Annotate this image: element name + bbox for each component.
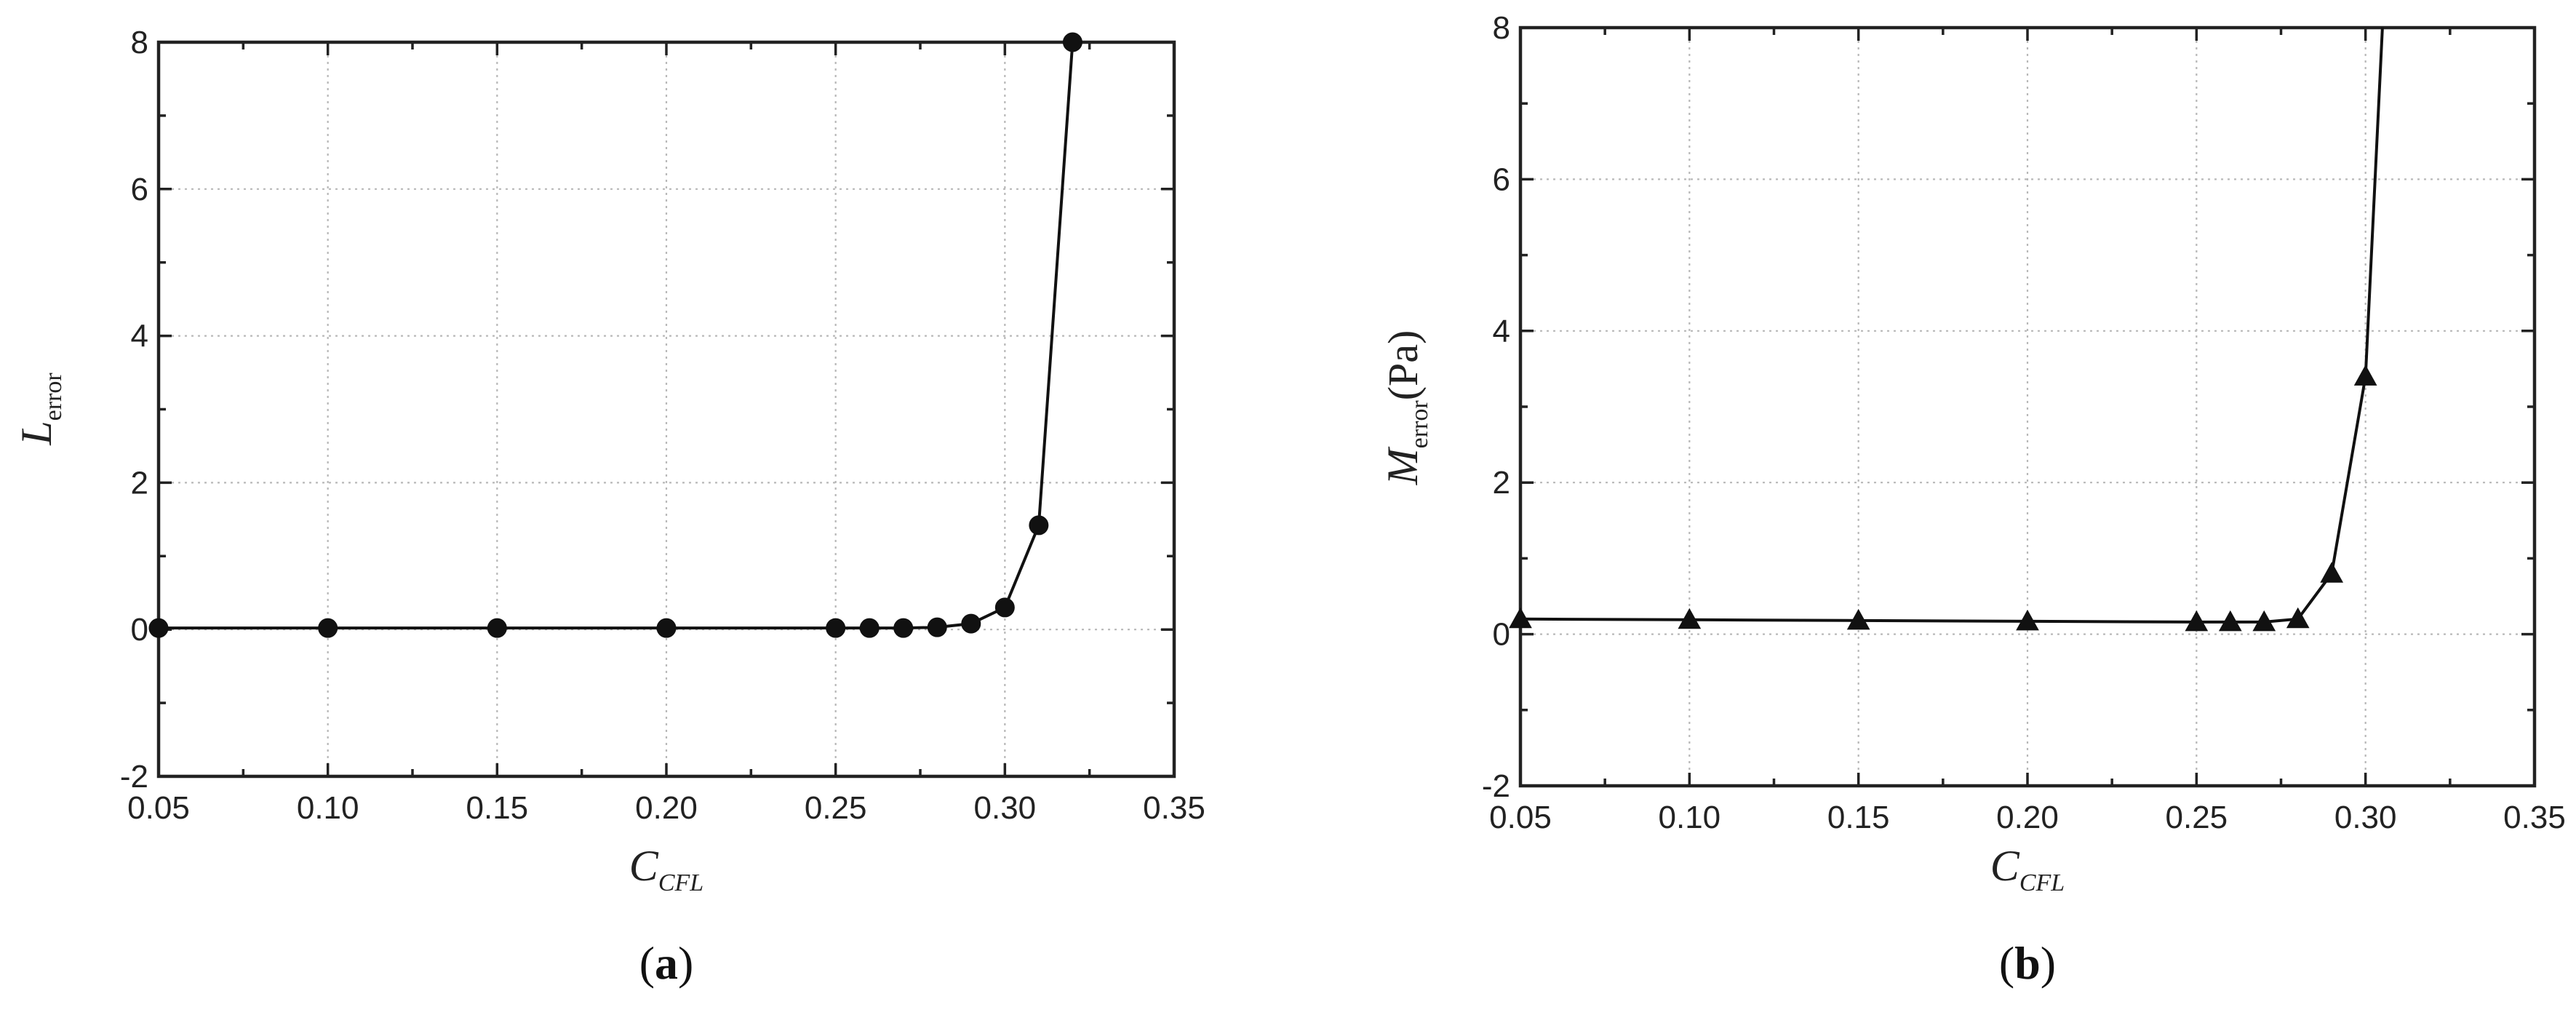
x-axis-title-main: C [629,842,659,890]
data-point [2016,609,2039,631]
y-axis-title-subscript: error [40,373,67,421]
y-tick-label: 4 [1493,314,1510,349]
x-tick-label: 0.10 [297,790,359,826]
data-point [148,618,169,638]
plot-frame [1518,25,2537,788]
data-point [2320,562,2344,583]
data-point [2218,610,2242,632]
y-tick-label: 0 [131,612,148,648]
chart-panel-a: 0.05 0.10 0.15 0.20 0.25 0.30 0.35 -2 0 2 4 6 8 CCFL L… [12,25,1205,989]
data-point [961,613,981,634]
y-tick-label: -2 [120,759,148,795]
y-axis-title: Lerror [12,373,67,446]
x-tick-label: 0.30 [2334,800,2397,835]
y-axis-title-main: L [12,421,60,445]
data-point [859,618,880,638]
x-tick-label: 0.20 [635,790,698,826]
data-point [1029,515,1049,536]
panel-letter: a [655,937,678,989]
series-line [1520,27,2384,624]
data-point [318,618,338,638]
x-tick-label: 0.05 [127,790,190,826]
x-tick-label: 0.10 [1659,800,1721,835]
y-tick-label: 8 [1493,10,1510,46]
data-point [927,617,947,637]
chart-panel-b: 0.05 0.10 0.15 0.20 0.25 0.30 0.35 -2 0 2 4 6 8 CCFL M… [1379,10,2566,989]
y-axis-title-main: M [1379,446,1427,485]
data-point [487,618,507,638]
data-point [994,597,1015,618]
data-point [826,618,846,638]
x-tick-label: 0.25 [805,790,867,826]
y-tick-label: 2 [1493,465,1510,501]
panel-label: (a) [639,937,694,989]
series-line [159,41,1074,630]
panel-label: (b) [1999,937,2056,989]
y-tick-label: 6 [1493,162,1510,197]
panel-letter: b [2014,937,2041,989]
x-axis-title: CCFL [1990,842,2065,896]
x-axis-title-main: C [1990,842,2020,890]
y-tick-label: 6 [131,172,148,207]
y-tick-label: 2 [131,465,148,501]
y-axis-title-unit: (Pa) [1379,330,1427,401]
data-point [2252,610,2276,632]
x-axis-title-subscript: CFL [2019,869,2065,896]
y-tick-label: 0 [1493,617,1510,653]
x-tick-label: 0.20 [1996,800,2059,835]
data-point [1509,607,1532,629]
x-axis-title: CCFL [629,842,703,896]
x-tick-label: 0.05 [1489,800,1552,835]
y-axis-title-subscript: error [1406,400,1433,449]
data-point [2286,607,2310,629]
x-tick-label: 0.30 [974,790,1037,826]
data-point [1846,608,1870,630]
data-point [1678,608,1702,629]
x-tick-label: 0.35 [1143,790,1205,826]
x-tick-label: 0.15 [466,790,529,826]
data-point [656,618,677,638]
data-point [2185,610,2209,632]
y-tick-label: 8 [131,25,148,60]
y-tick-label: 4 [131,319,148,354]
data-point [893,618,914,638]
data-point [1062,32,1082,52]
data-point [2353,365,2377,386]
y-axis-title: Merror(Pa) [1379,330,1433,486]
x-tick-label: 0.25 [2166,800,2228,835]
y-tick-label: -2 [1482,768,1510,804]
x-axis-title-subscript: CFL [658,869,703,896]
x-tick-label: 0.15 [1827,800,1890,835]
x-tick-label: 0.35 [2503,800,2566,835]
